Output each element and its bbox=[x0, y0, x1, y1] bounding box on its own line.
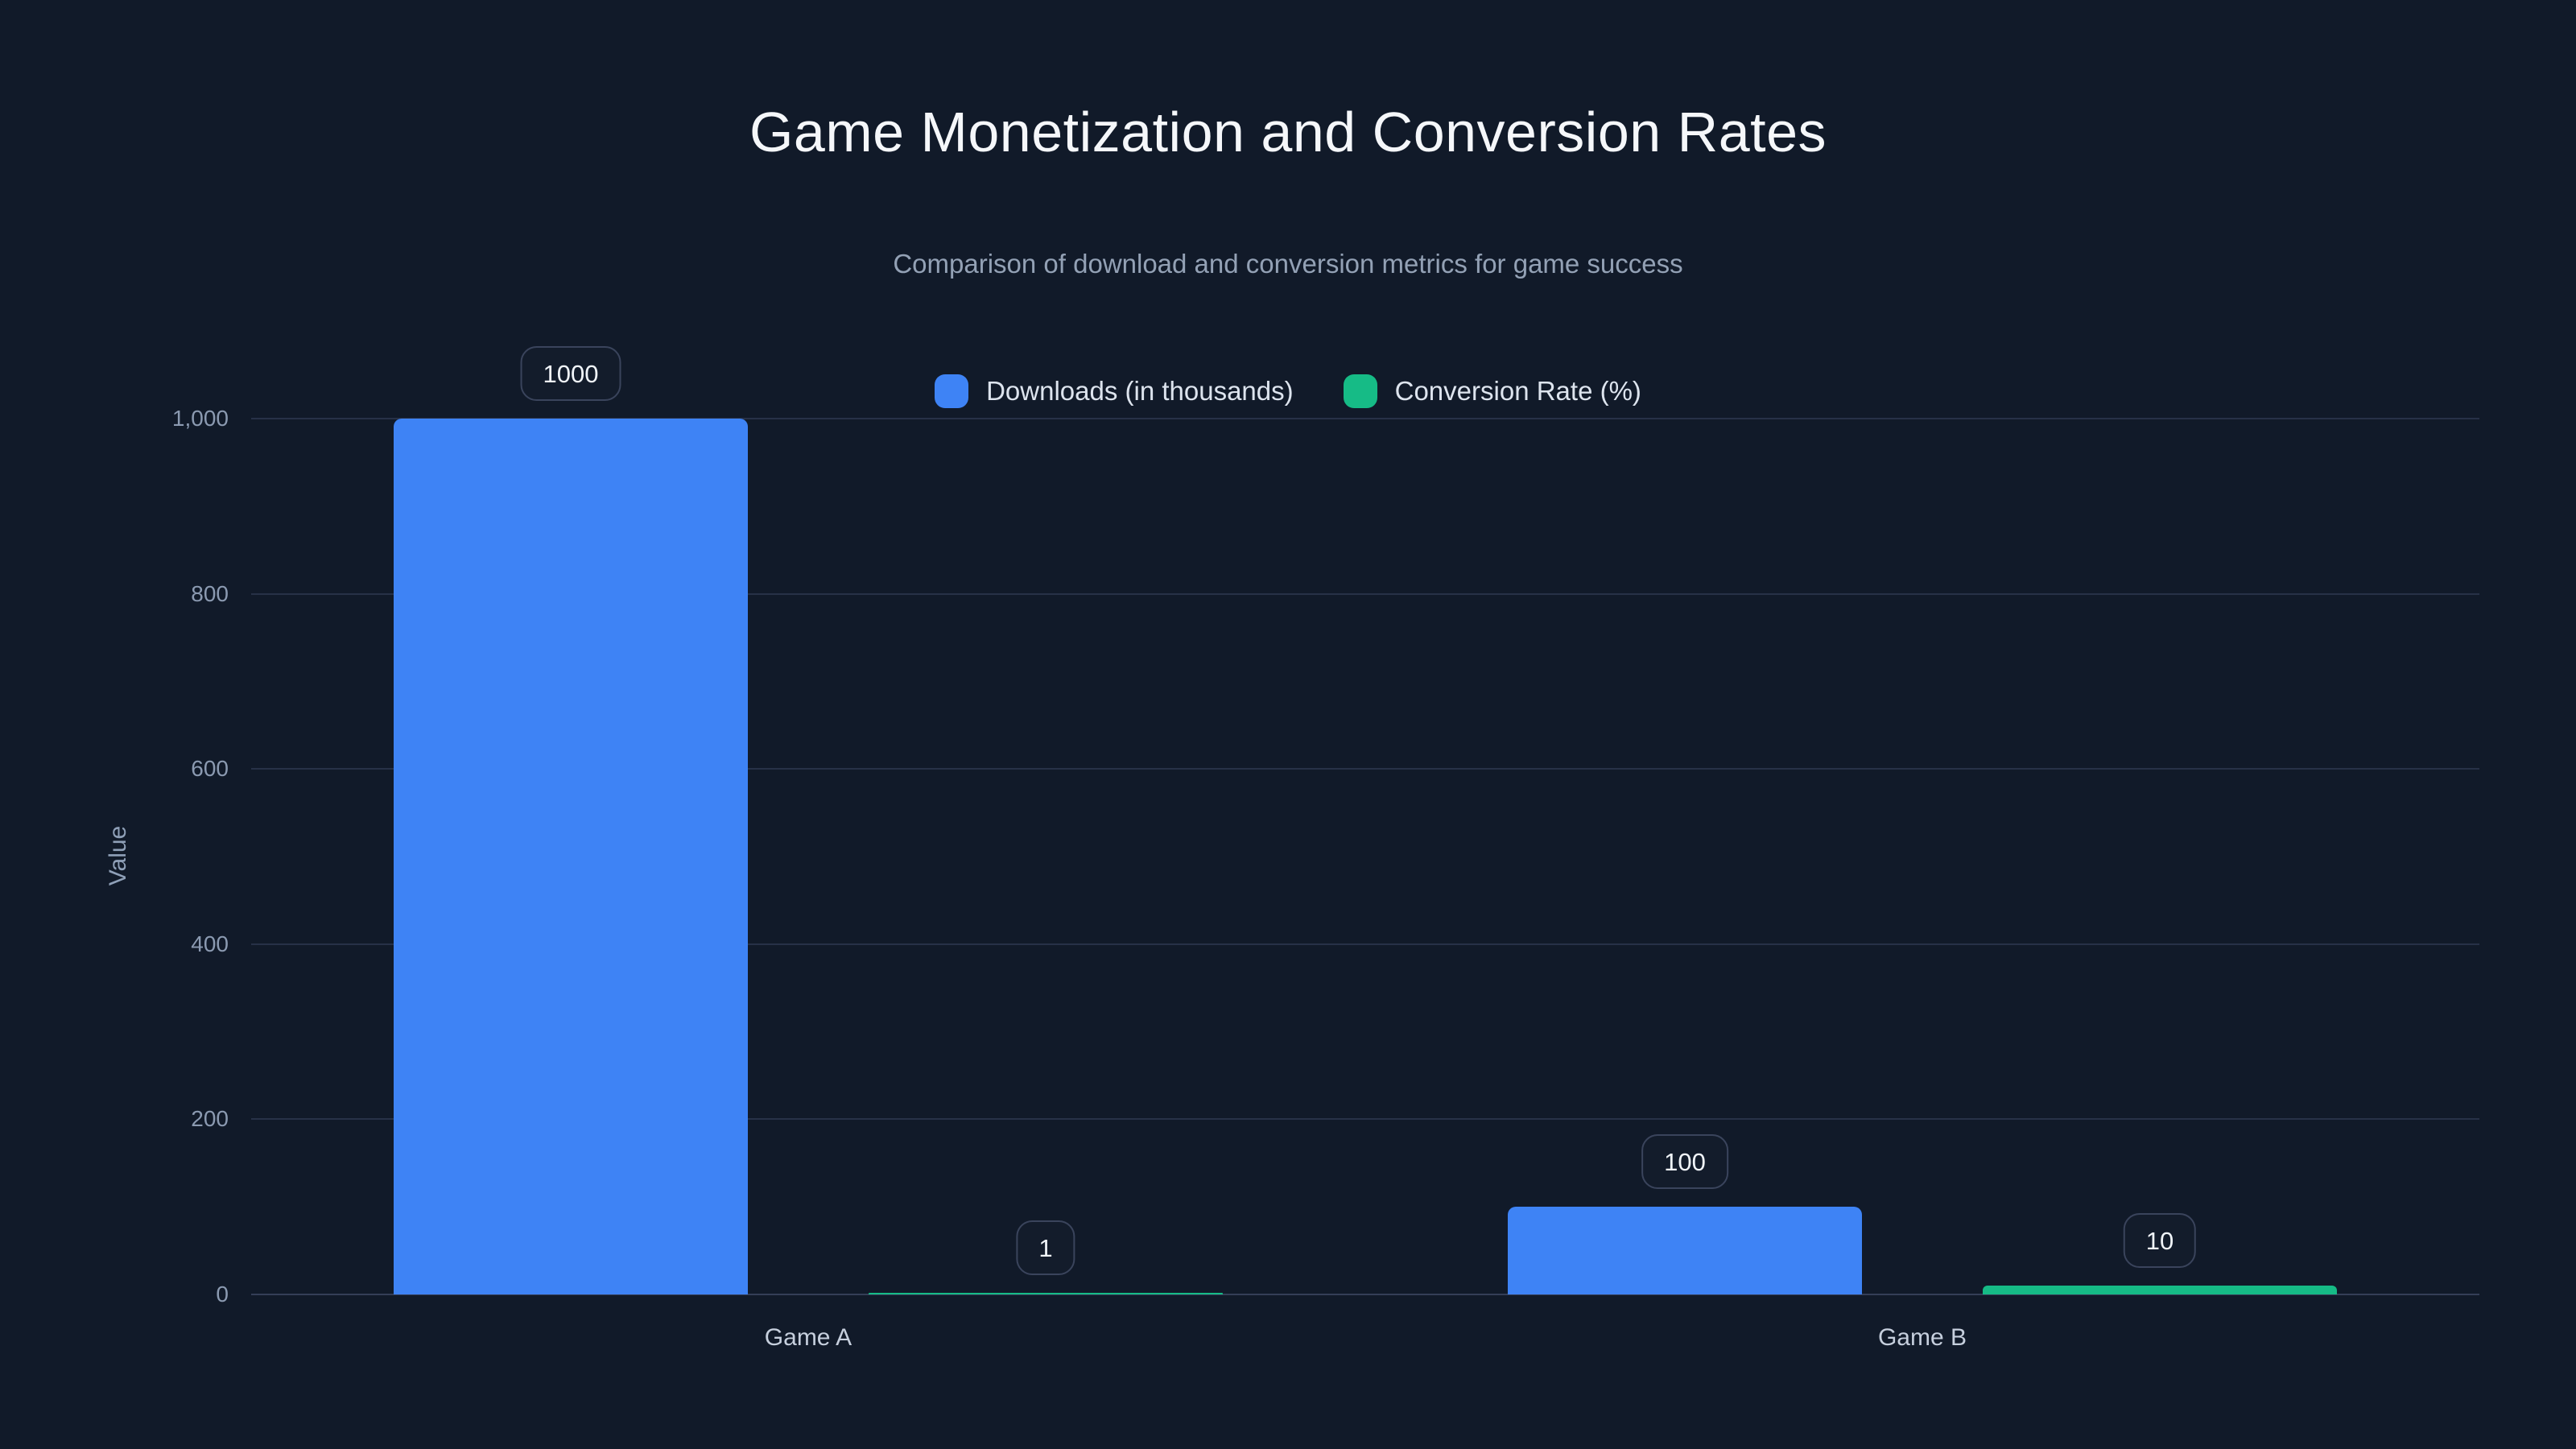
bar-value-badge-conversion-rate-game-a: 1 bbox=[1016, 1220, 1075, 1275]
gridline-1000 bbox=[251, 418, 2479, 419]
bar-value-badge-downloads-in-thousands-game-b: 100 bbox=[1641, 1134, 1728, 1189]
y-axis-title: Value bbox=[105, 825, 131, 886]
y-tick-label-0: 0 bbox=[216, 1282, 229, 1307]
y-tick-label-600: 600 bbox=[191, 756, 229, 781]
x-category-label-game-b: Game B bbox=[1877, 1324, 1967, 1351]
legend-swatch-conversion-icon bbox=[1343, 374, 1377, 408]
x-category-label-game-a: Game A bbox=[764, 1324, 852, 1351]
legend-item-conversion[interactable]: Conversion Rate (%) bbox=[1343, 374, 1641, 408]
y-tick-label-200: 200 bbox=[191, 1106, 229, 1131]
y-tick-label-400: 400 bbox=[191, 931, 229, 956]
legend: Downloads (in thousands) Conversion Rate… bbox=[0, 372, 2576, 411]
gridline-600 bbox=[251, 768, 2479, 770]
bar-value-badge-downloads-in-thousands-game-a: 1000 bbox=[520, 346, 621, 401]
chart-title: Game Monetization and Conversion Rates bbox=[749, 101, 1827, 163]
y-tick-label-800: 800 bbox=[191, 581, 229, 606]
bar-downloads-in-thousands-game-b[interactable] bbox=[1508, 1207, 1862, 1294]
legend-item-downloads[interactable]: Downloads (in thousands) bbox=[935, 374, 1294, 408]
gridline-800 bbox=[251, 593, 2479, 595]
x-axis-line bbox=[251, 1294, 2479, 1295]
bar-conversion-rate-game-a[interactable] bbox=[869, 1293, 1223, 1294]
chart-subtitle: Comparison of download and conversion me… bbox=[893, 249, 1683, 279]
bar-value-badge-conversion-rate-game-b: 10 bbox=[2123, 1213, 2197, 1268]
gridline-200 bbox=[251, 1118, 2479, 1120]
legend-label-downloads: Downloads (in thousands) bbox=[986, 376, 1294, 406]
legend-label-conversion: Conversion Rate (%) bbox=[1394, 376, 1641, 406]
bar-conversion-rate-game-b[interactable] bbox=[1983, 1286, 2337, 1294]
gridline-400 bbox=[251, 943, 2479, 945]
legend-swatch-downloads-icon bbox=[935, 374, 969, 408]
bar-downloads-in-thousands-game-a[interactable] bbox=[394, 419, 748, 1294]
y-tick-label-1000: 1,000 bbox=[171, 406, 229, 431]
